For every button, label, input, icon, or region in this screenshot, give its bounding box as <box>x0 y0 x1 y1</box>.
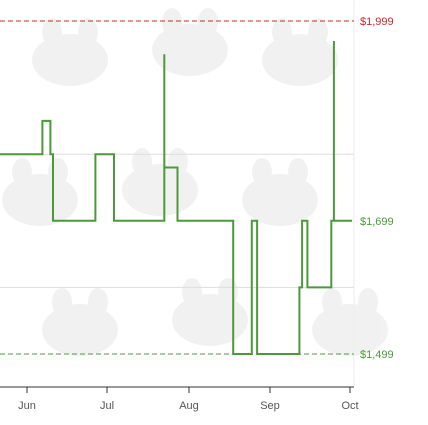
price-series-line <box>0 41 352 355</box>
camel-watermark-shape <box>172 278 248 346</box>
highest-price-label: $1,999 <box>360 16 394 28</box>
camel-watermark-shape <box>2 158 78 226</box>
reference-lines-layer <box>0 20 354 355</box>
x-tick-label: Jul <box>100 400 114 412</box>
x-tick-label: Oct <box>341 400 358 412</box>
camel-watermark-shape <box>42 288 118 356</box>
x-axis: Jun Jul Aug Sep Oct <box>0 386 359 412</box>
camel-watermark-shape <box>262 18 338 86</box>
x-tick-label: Jun <box>18 400 36 412</box>
price-labels-layer: $1,999 $1,699 $1,499 <box>360 16 394 361</box>
camel-watermark-shape <box>152 8 228 76</box>
current-price-label: $1,699 <box>360 216 394 228</box>
x-tick-label: Sep <box>260 400 280 412</box>
lowest-price-label: $1,499 <box>360 349 394 361</box>
camel-watermark-layer <box>2 8 388 356</box>
camel-watermark-shape <box>242 158 318 226</box>
camel-watermark-shape <box>32 18 108 86</box>
series-layer <box>0 41 352 355</box>
x-tick-label: Aug <box>179 400 199 412</box>
camel-watermark-shape <box>122 148 198 216</box>
camel-watermark-shape <box>312 288 388 356</box>
grid-layer <box>0 0 355 387</box>
